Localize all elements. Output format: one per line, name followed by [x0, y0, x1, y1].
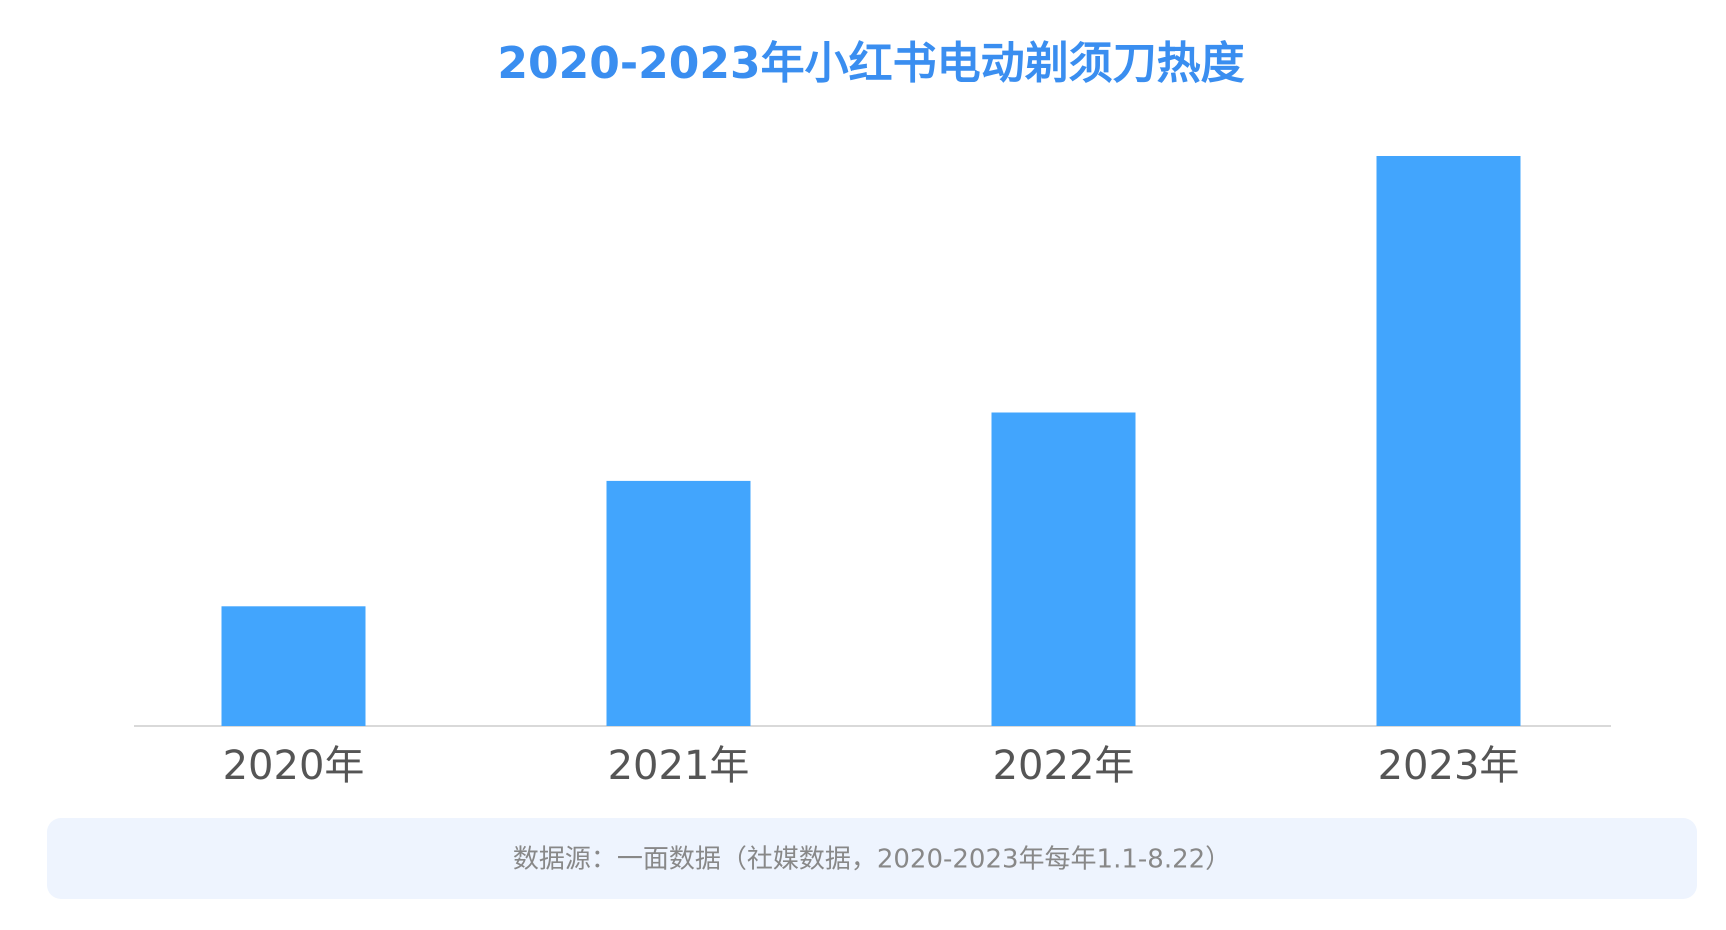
bar — [991, 412, 1136, 726]
source-box — [47, 818, 1697, 899]
x-tick-label: 2021年 — [608, 743, 750, 789]
x-tick-label: 2020年 — [223, 743, 365, 789]
bar — [606, 480, 751, 726]
bar — [221, 606, 366, 726]
x-tick-label: 2023年 — [1378, 743, 1520, 789]
chart-title: 2020-2023年小红书电动剃须刀热度 — [497, 38, 1244, 89]
x-tick-label: 2022年 — [993, 743, 1135, 789]
bar — [1376, 156, 1521, 726]
source-note: 数据源：一面数据（社媒数据，2020-2023年每年1.1-8.22） — [513, 845, 1231, 875]
